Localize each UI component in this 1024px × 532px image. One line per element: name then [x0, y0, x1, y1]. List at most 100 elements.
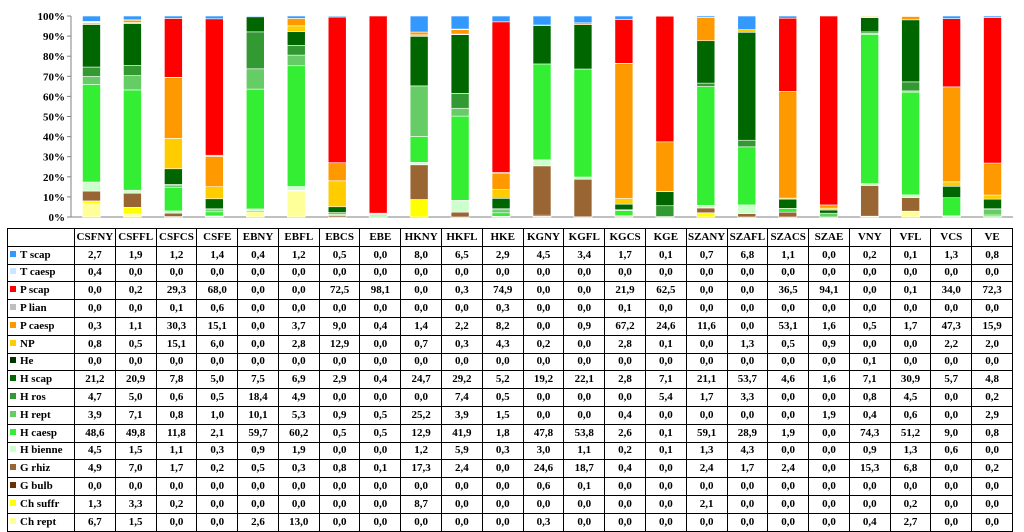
data-cell: 0,0 [319, 264, 360, 282]
legend-label: G bulb [20, 480, 53, 492]
data-cell: 4,9 [75, 460, 116, 478]
data-cell: 0,1 [849, 353, 890, 371]
bar-segment [328, 207, 346, 213]
legend-swatch [10, 446, 16, 452]
data-cell: 21,9 [605, 282, 646, 300]
data-cell: 0,0 [931, 513, 972, 531]
data-cell: 11,6 [686, 317, 727, 335]
data-cell: 0,0 [442, 478, 483, 496]
data-cell: 0,5 [319, 246, 360, 264]
bar-segment [287, 31, 305, 45]
data-cell: 0,0 [523, 406, 564, 424]
data-cell: 0,0 [197, 353, 238, 371]
data-cell: 0,8 [849, 389, 890, 407]
category-label: EBCS [319, 229, 360, 247]
bar-segment [943, 19, 961, 87]
bar-segment [410, 86, 428, 137]
data-cell: 0,0 [401, 353, 442, 371]
data-cell: 0,0 [238, 495, 279, 513]
bar-segment [246, 16, 264, 17]
bar-segment [738, 30, 756, 33]
data-cell: 0,0 [564, 282, 605, 300]
data-cell: 0,0 [278, 300, 319, 318]
legend-swatch [10, 393, 16, 399]
data-cell: 30,9 [890, 371, 931, 389]
data-cell: 0,5 [115, 335, 156, 353]
y-tick-label: 90% [43, 31, 65, 43]
bar-segment [164, 213, 182, 216]
bar-segment [984, 16, 1002, 18]
data-cell: 2,6 [238, 513, 279, 531]
legend-entry: G bulb [8, 478, 75, 496]
bar-segment [205, 156, 223, 186]
bar-segment [779, 18, 797, 91]
data-cell: 2,9 [319, 371, 360, 389]
data-cell: 0,5 [482, 389, 523, 407]
bar-segment [451, 212, 469, 217]
bar-segment [533, 64, 551, 160]
data-cell: 12,9 [401, 424, 442, 442]
data-cell: 0,4 [605, 406, 646, 424]
data-cell: 0,0 [645, 300, 686, 318]
data-cell: 0,0 [645, 406, 686, 424]
bar-segment [164, 138, 182, 168]
data-cell: 0,4 [238, 246, 279, 264]
data-cell: 0,0 [645, 495, 686, 513]
bar-segment [123, 16, 141, 20]
data-cell: 4,8 [972, 371, 1013, 389]
bar-segment [410, 136, 428, 162]
legend-swatch [10, 429, 16, 435]
bar-segment [984, 163, 1002, 195]
bar-segment [533, 160, 551, 166]
bar-segment [410, 162, 428, 164]
data-cell: 0,4 [849, 406, 890, 424]
data-cell: 0,0 [809, 389, 850, 407]
data-cell: 0,0 [605, 264, 646, 282]
data-cell: 0,0 [75, 282, 116, 300]
data-cell: 0,3 [442, 335, 483, 353]
bar-segment [328, 181, 346, 207]
legend-entry: Ch suffr [8, 495, 75, 513]
bar-segment [697, 17, 715, 40]
data-cell: 0,2 [972, 389, 1013, 407]
data-cell: 0,0 [768, 478, 809, 496]
data-cell: 1,4 [401, 317, 442, 335]
data-cell: 0,5 [360, 424, 401, 442]
data-cell: 0,0 [156, 353, 197, 371]
bar-segment [82, 77, 100, 85]
data-cell: 0,0 [401, 478, 442, 496]
data-cell: 0,0 [482, 264, 523, 282]
data-cell: 4,9 [278, 389, 319, 407]
legend-entry: P scap [8, 282, 75, 300]
data-cell: 68,0 [197, 282, 238, 300]
data-cell: 0,8 [972, 246, 1013, 264]
y-tick-label: 80% [43, 51, 65, 63]
bar-segment [861, 34, 879, 183]
data-cell: 0,2 [890, 495, 931, 513]
data-cell: 0,2 [605, 442, 646, 460]
bar-segment [287, 55, 305, 66]
data-cell: 0,5 [849, 317, 890, 335]
data-cell: 5,7 [931, 371, 972, 389]
data-cell: 6,8 [727, 246, 768, 264]
data-cell: 0,0 [523, 317, 564, 335]
bar-segment [205, 19, 223, 155]
data-cell: 0,0 [278, 264, 319, 282]
data-cell: 0,1 [645, 442, 686, 460]
legend-entry: H rept [8, 406, 75, 424]
bar-segment [205, 187, 223, 199]
data-cell: 0,3 [197, 442, 238, 460]
data-cell: 15,3 [849, 460, 890, 478]
data-cell: 0,0 [401, 282, 442, 300]
bar-segment [697, 87, 715, 206]
category-label: HKNY [401, 229, 442, 247]
data-cell: 1,6 [809, 317, 850, 335]
data-cell: 0,0 [523, 282, 564, 300]
bar-segment [410, 165, 428, 200]
data-cell: 0,5 [197, 389, 238, 407]
category-label: EBE [360, 229, 401, 247]
data-cell: 48,6 [75, 424, 116, 442]
data-cell: 0,0 [278, 282, 319, 300]
